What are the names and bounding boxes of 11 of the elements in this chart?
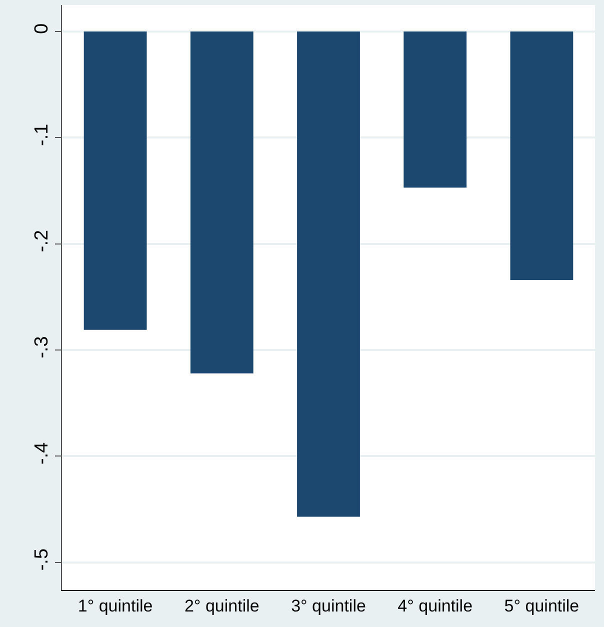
y-tick-label: -.3 [31,336,52,358]
x-tick-label: 2° quintile [184,596,260,616]
x-tick-label: 3° quintile [291,596,366,616]
y-tick-label: -.2 [31,230,52,252]
y-tick-label: -.1 [31,124,52,146]
x-tick-label: 1° quintile [78,596,153,616]
y-tick-label: -.4 [31,442,52,464]
x-tick-label: 5° quintile [504,596,580,616]
y-tick-label: 0 [31,23,52,34]
y-tick-label: -.5 [31,548,52,571]
x-tick-label: 4° quintile [398,596,473,616]
